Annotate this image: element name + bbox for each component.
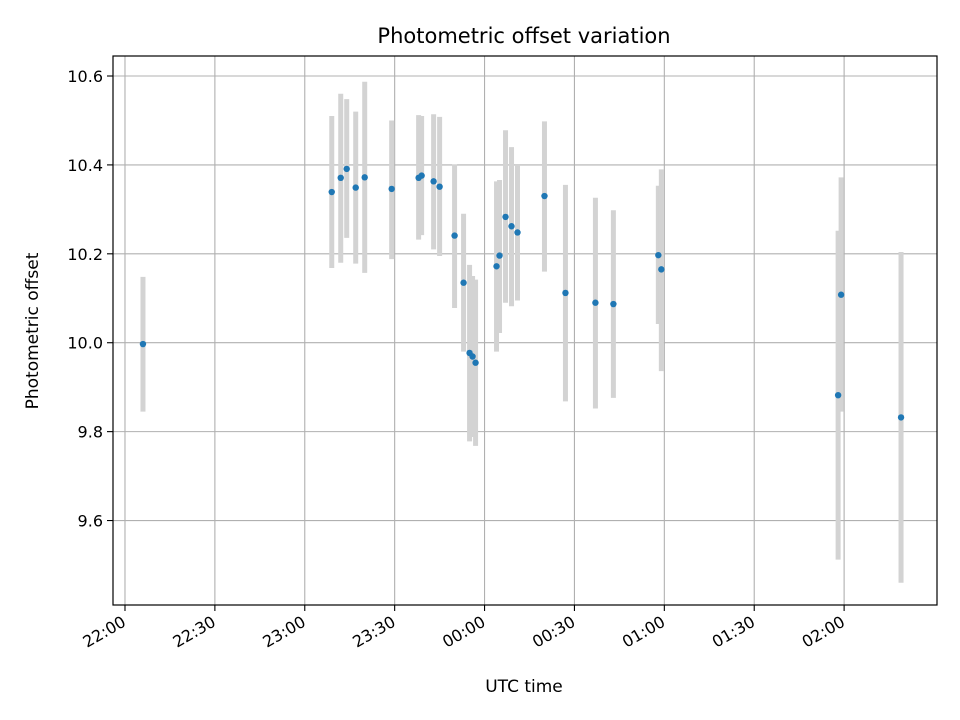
data-point <box>502 213 509 221</box>
data-point <box>436 183 443 190</box>
data-point <box>472 359 479 366</box>
data-point <box>451 232 458 239</box>
data-point <box>352 184 359 191</box>
y-tick-label: 10.6 <box>67 67 103 86</box>
data-point <box>592 299 599 306</box>
data-point <box>897 414 905 421</box>
data-point <box>610 300 617 308</box>
data-point <box>418 172 425 179</box>
data-points <box>139 165 905 421</box>
y-tick-label: 10.0 <box>67 334 103 353</box>
data-point <box>837 291 845 298</box>
data-point <box>834 391 842 399</box>
data-point <box>493 263 500 270</box>
data-point <box>460 279 467 286</box>
data-point <box>655 251 662 259</box>
data-point <box>430 178 437 185</box>
grid <box>113 56 937 605</box>
data-point <box>328 188 335 196</box>
y-tick-label: 10.2 <box>67 245 103 264</box>
y-tick-label: 9.6 <box>78 512 103 531</box>
data-point <box>508 223 515 230</box>
y-tick-label: 10.4 <box>67 156 103 175</box>
data-point <box>139 340 147 348</box>
plot-frame <box>112 55 938 606</box>
data-point <box>562 289 569 297</box>
x-axis-label: UTC time <box>485 677 563 697</box>
data-point <box>658 266 665 273</box>
data-point <box>496 252 503 259</box>
y-tick-label: 9.8 <box>78 423 103 442</box>
data-point <box>343 165 350 173</box>
data-point <box>469 353 476 360</box>
chart-title: Photometric offset variation <box>377 24 670 48</box>
data-point <box>337 174 344 182</box>
data-point <box>361 174 368 181</box>
data-point <box>514 229 521 236</box>
y-axis-label: Photometric offset <box>23 252 43 409</box>
data-point <box>388 185 395 193</box>
data-point <box>541 192 548 200</box>
y-axis-ticks: 9.6 9.8 10.0 10.2 10.4 10.6 <box>67 67 113 531</box>
